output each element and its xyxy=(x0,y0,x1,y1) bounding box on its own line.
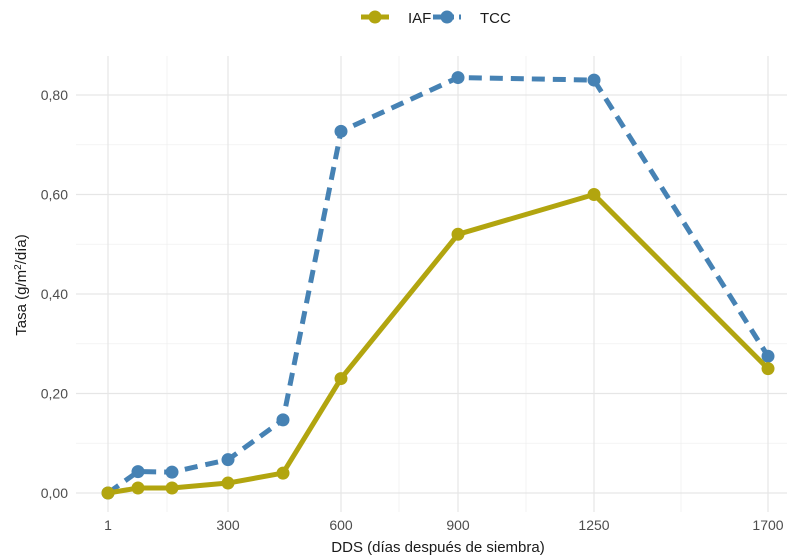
y-axis-title-superscript: 2 xyxy=(13,264,24,270)
data-point-iaf xyxy=(334,372,348,386)
data-point-iaf xyxy=(165,481,179,495)
series-tcc xyxy=(101,71,775,500)
x-tick-label: 600 xyxy=(329,517,353,533)
data-point-tcc xyxy=(131,465,145,479)
x-tick-label: 1700 xyxy=(752,517,783,533)
data-point-tcc xyxy=(165,465,179,479)
legend-swatch-point xyxy=(440,10,454,24)
data-point-iaf xyxy=(131,481,145,495)
legend-item-iaf: IAF xyxy=(361,10,431,27)
y-tick-label: 0,40 xyxy=(41,286,68,302)
x-tick-label: 900 xyxy=(446,517,470,533)
y-axis-title-suffix: /día) xyxy=(13,234,30,264)
x-tick-label: 1250 xyxy=(578,517,609,533)
data-point-tcc xyxy=(276,413,290,427)
y-axis-title: Tasa (g/m2/día) xyxy=(13,234,31,335)
legend-label: TCC xyxy=(480,10,511,27)
y-tick-label: 0,60 xyxy=(41,187,68,203)
grid xyxy=(76,56,787,512)
series-lines xyxy=(101,71,775,500)
x-axis-title: DDS (días después de siembra) xyxy=(331,539,544,556)
data-point-tcc xyxy=(334,124,348,138)
data-point-iaf xyxy=(101,486,115,500)
y-tick-label: 0,80 xyxy=(41,87,68,103)
x-tick-label: 300 xyxy=(216,517,240,533)
data-point-tcc xyxy=(221,453,235,467)
data-point-tcc xyxy=(587,73,601,87)
series-iaf xyxy=(101,188,775,500)
data-point-tcc xyxy=(761,349,775,363)
y-tick-label: 0,20 xyxy=(41,386,68,402)
data-point-iaf xyxy=(451,227,465,241)
legend-item-tcc: TCC xyxy=(433,10,511,27)
data-point-iaf xyxy=(276,466,290,480)
legend: IAF TCC xyxy=(361,10,511,27)
series-line-tcc xyxy=(106,75,771,496)
legend-swatch-point xyxy=(368,10,382,24)
data-point-iaf xyxy=(221,476,235,490)
data-point-tcc xyxy=(451,71,465,85)
y-axis-title-prefix: Tasa (g/m xyxy=(13,270,30,336)
x-tick-label: 1 xyxy=(104,517,112,533)
legend-label: IAF xyxy=(408,10,431,27)
axes: 0,00 0,20 0,40 0,60 0,80 1 300 600 900 1250 1700 xyxy=(41,87,784,533)
y-tick-label: 0,00 xyxy=(41,485,68,501)
data-point-iaf xyxy=(761,362,775,376)
data-point-iaf xyxy=(587,188,601,201)
